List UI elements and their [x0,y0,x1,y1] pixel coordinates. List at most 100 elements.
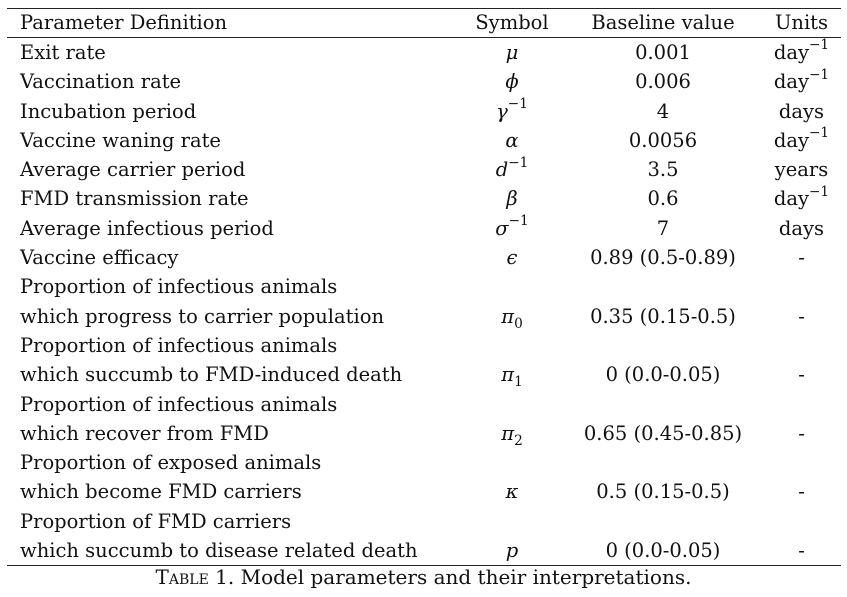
parameter-units [764,331,841,360]
parameter-units: day−1 [764,126,841,155]
parameter-definition: Proportion of infectious animals [20,275,338,299]
table-row: Vaccination rate ϕ 0.006 day−1 [7,67,841,96]
parameter-symbol: γ−1 [462,97,562,126]
table-row: Proportion of exposed animals [7,448,841,477]
parameter-units [764,507,841,536]
parameter-definition: Vaccination rate [20,70,182,94]
parameter-symbol: p [462,536,562,566]
baseline-value [562,272,764,301]
unit-base: - [798,363,805,387]
baseline-value [562,448,764,477]
caption-label: Table 1. [155,565,235,589]
table-row: Vaccine waning rate α 0.0056 day−1 [7,126,841,155]
parameter-units: day−1 [764,38,841,68]
parameter-definition: which recover from FMD [20,421,269,445]
baseline-value: 0.5 (0.15-0.5) [596,480,730,504]
symbol-base: π [501,363,515,387]
parameter-definition: Proportion of infectious animals [20,333,338,357]
parameter-symbol: π1 [462,360,562,389]
table-caption: Table 1. Model parameters and their inte… [0,565,847,589]
header-row: Parameter Definition Symbol Baseline val… [7,8,841,38]
table-header: Parameter Definition Symbol Baseline val… [7,8,841,38]
parameter-table: Parameter Definition Symbol Baseline val… [7,8,841,566]
parameter-symbol: μ [462,38,562,68]
symbol-base: γ [496,99,508,123]
parameter-definition: Incubation period [20,99,197,123]
parameter-definition: which progress to carrier population [20,304,385,328]
unit-superscript: −1 [809,37,830,54]
header-baseline: Baseline value [591,11,735,34]
unit-base: - [798,304,805,328]
parameter-symbol: α [462,126,562,155]
parameter-definition: Vaccine waning rate [20,128,221,152]
parameter-definition: Exit rate [20,41,106,64]
parameter-units [764,448,841,477]
parameter-units: days [764,97,841,126]
parameter-definition: Proportion of infectious animals [20,392,338,416]
symbol-subscript: 2 [514,432,523,449]
parameter-symbol: π2 [462,419,562,448]
parameter-symbol [462,390,562,419]
symbol-superscript: −1 [508,213,529,230]
baseline-value: 3.5 [647,158,679,182]
parameter-units: years [764,155,841,184]
parameter-symbol [462,331,562,360]
unit-base: - [798,480,805,504]
parameter-definition: Proportion of exposed animals [20,451,322,475]
header-symbol: Symbol [475,11,549,34]
parameter-symbol [462,507,562,536]
symbol-base: π [501,421,515,445]
baseline-value: 0.6 [647,187,679,211]
table-row: Incubation period γ−1 4 days [7,97,841,126]
parameter-symbol [462,448,562,477]
symbol-subscript: 1 [514,374,523,391]
symbol-superscript: −1 [507,96,528,113]
unit-superscript: −1 [809,183,830,200]
table-row: Exit rate μ 0.001 day−1 [7,38,841,68]
unit-base: - [798,246,805,270]
parameter-symbol: σ−1 [462,214,562,243]
symbol-base: α [505,128,519,152]
table-body: Exit rate μ 0.001 day−1 Vaccination rate ϕ 0.0… [7,38,841,566]
baseline-value: 0 (0.0-0.05) [605,363,721,387]
table-row: which recover from FMD π2 0.65 (0.45-0.85)… [7,419,841,448]
baseline-value: 0.0056 [628,128,698,152]
table-row: Average carrier period d−1 3.5 years [7,155,841,184]
parameter-definition: which become FMD carriers [20,480,302,504]
table-row: Proportion of FMD carriers [7,507,841,536]
table-row: which become FMD carriers κ 0.5 (0.15-0.5)… [7,477,841,506]
symbol-base: σ [495,216,509,240]
parameter-definition: which succumb to FMD-induced death [20,363,403,387]
parameter-definition: Vaccine efficacy [20,246,179,270]
symbol-base: ϵ [506,246,518,270]
baseline-value [562,331,764,360]
unit-base: - [798,421,805,445]
table-row: FMD transmission rate β 0.6 day−1 [7,184,841,213]
baseline-value [562,507,764,536]
unit-base: years [774,158,829,182]
parameter-symbol: d−1 [462,155,562,184]
baseline-value: 0 (0.0-0.05) [605,539,721,563]
parameter-units: - [764,536,841,566]
parameter-units: days [764,214,841,243]
parameter-definition: which succumb to disease related death [20,539,418,563]
table-row: which succumb to disease related death p 0… [7,536,841,566]
unit-base: day [773,41,809,64]
parameter-units [764,272,841,301]
baseline-value: 0.65 (0.45-0.85) [583,421,743,445]
unit-base: days [778,216,825,240]
parameter-units: day−1 [764,67,841,96]
header-definition: Parameter Definition [20,11,228,34]
baseline-value: 0.89 (0.5-0.89) [590,246,736,270]
unit-superscript: −1 [809,66,830,83]
table-row: which progress to carrier population π0 0.… [7,302,841,331]
symbol-subscript: 0 [514,315,523,332]
table-row: Proportion of infectious animals [7,272,841,301]
baseline-value: 4 [656,99,670,123]
parameter-definition: Average infectious period [20,216,274,240]
parameter-units: - [764,360,841,389]
table-row: Average infectious period σ−1 7 days [7,214,841,243]
unit-base: - [798,539,805,563]
parameter-symbol [462,272,562,301]
parameter-definition: Proportion of FMD carriers [20,509,292,533]
